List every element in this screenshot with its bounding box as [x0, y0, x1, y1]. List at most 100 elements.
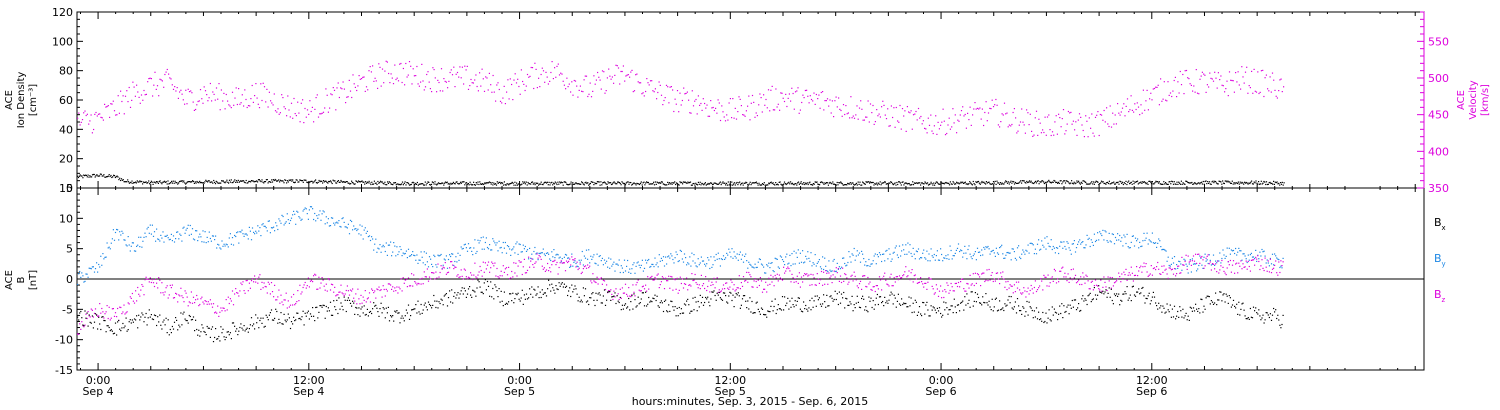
by-point	[633, 262, 635, 264]
bz-point	[632, 284, 634, 286]
velocity-point	[404, 84, 406, 86]
bz-point	[243, 290, 245, 292]
velocity-point	[340, 87, 342, 89]
by-point	[523, 248, 525, 250]
density-point	[199, 180, 201, 182]
velocity-point	[1222, 85, 1224, 87]
by-point	[806, 258, 808, 260]
bz-point	[1117, 278, 1119, 280]
by-point	[719, 265, 721, 267]
by-point	[225, 243, 227, 245]
bz-point	[295, 302, 297, 305]
bz-point	[149, 277, 151, 279]
bz-point	[580, 272, 582, 275]
velocity-point	[277, 108, 279, 110]
bz-point	[635, 284, 637, 286]
by-point	[805, 255, 807, 257]
density-point	[191, 181, 193, 183]
density-point	[1169, 181, 1171, 183]
density-point	[431, 181, 433, 183]
velocity-point	[1059, 117, 1061, 119]
density-point	[113, 175, 116, 177]
by-point	[423, 251, 425, 253]
by-point	[808, 257, 810, 259]
density-point	[133, 181, 135, 184]
bz-point	[302, 286, 304, 289]
density-point	[632, 182, 634, 184]
bz-point	[862, 275, 864, 277]
bz-point	[1001, 276, 1003, 278]
by-point	[878, 252, 881, 254]
bz-point	[136, 300, 138, 302]
density-point	[1007, 181, 1009, 183]
bz-point	[763, 288, 765, 290]
bz-point	[666, 280, 668, 282]
density-point	[312, 182, 314, 184]
density-point	[145, 181, 147, 183]
velocity-point	[582, 91, 584, 93]
density-point	[447, 183, 449, 185]
density-point	[257, 181, 259, 183]
bz-point	[278, 289, 280, 291]
bz-point	[94, 308, 97, 310]
density-point	[1236, 182, 1238, 184]
bz-point	[1172, 273, 1175, 275]
velocity-point	[1270, 91, 1272, 93]
by-point	[532, 258, 534, 260]
velocity-point	[599, 79, 601, 81]
density-point	[753, 182, 755, 184]
density-point	[1023, 180, 1025, 182]
bz-point	[529, 266, 531, 268]
density-point	[90, 176, 92, 178]
bz-point	[1020, 292, 1022, 294]
bz-point	[258, 276, 260, 278]
density-point	[533, 182, 535, 184]
density-point	[767, 184, 769, 186]
by-point	[746, 260, 748, 262]
velocity-point	[847, 112, 849, 114]
by-point	[413, 254, 415, 256]
by-point	[260, 235, 262, 237]
by-point	[679, 249, 681, 251]
density-point	[1120, 181, 1122, 183]
density-point	[170, 182, 172, 184]
bz-point	[455, 266, 457, 268]
velocity-point	[172, 88, 175, 90]
by-point	[951, 258, 953, 260]
density-point	[1199, 183, 1201, 185]
density-point	[851, 182, 853, 184]
density-point	[401, 183, 403, 185]
bz-point	[791, 273, 793, 275]
density-point	[452, 181, 454, 183]
bz-point	[667, 280, 669, 282]
density-point	[616, 183, 618, 185]
density-point	[84, 174, 87, 176]
density-point	[390, 183, 392, 185]
velocity-point	[444, 80, 446, 82]
density-point	[119, 177, 121, 179]
density-point	[311, 180, 313, 182]
density-point	[574, 183, 576, 185]
bz-point	[865, 285, 867, 288]
bz-point	[702, 283, 705, 285]
by-point	[673, 262, 675, 264]
by-point	[237, 231, 239, 233]
bz-point	[459, 276, 461, 278]
density-point	[735, 182, 737, 184]
bz-point	[439, 271, 441, 274]
bz-point	[868, 283, 870, 285]
density-point	[1147, 183, 1149, 185]
density-point	[1114, 183, 1117, 185]
by-point	[78, 273, 80, 275]
velocity-point	[429, 88, 431, 90]
by-point	[299, 217, 301, 219]
by-point	[1139, 241, 1141, 243]
by-point	[1175, 268, 1177, 270]
bfield-tick-label: 15	[59, 182, 73, 195]
by-point	[653, 266, 655, 268]
velocity-point	[581, 90, 583, 92]
density-point	[722, 181, 724, 183]
by-point	[230, 243, 232, 245]
density-point	[694, 184, 696, 186]
velocity-point	[643, 95, 645, 97]
